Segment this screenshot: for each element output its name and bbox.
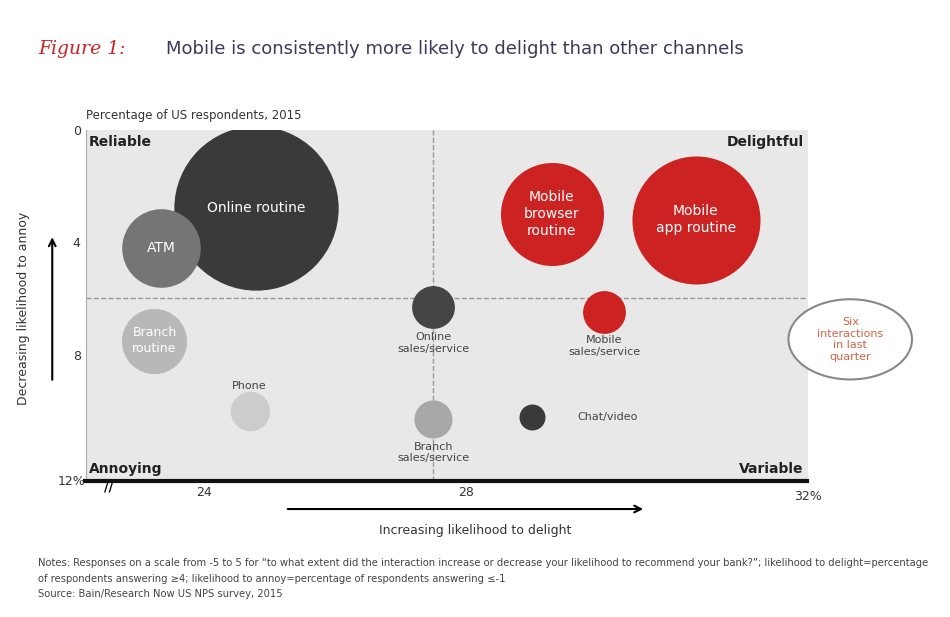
Text: Mobile is consistently more likely to delight than other channels: Mobile is consistently more likely to de… [166, 40, 744, 58]
Text: Online routine: Online routine [207, 201, 305, 215]
Text: 12%: 12% [58, 474, 86, 488]
Point [426, 415, 441, 424]
Text: of respondents answering ≥4; likelihood to annoy=percentage of respondents answe: of respondents answering ≥4; likelihood … [38, 574, 505, 584]
Text: Source: Bain/Research Now US NPS survey, 2015: Source: Bain/Research Now US NPS survey,… [38, 589, 283, 599]
Text: Mobile
browser
routine: Mobile browser routine [523, 189, 580, 238]
Point [426, 302, 441, 312]
Point [524, 412, 540, 421]
Text: Branch
sales/service: Branch sales/service [397, 442, 469, 463]
Text: Notes: Responses on a scale from -5 to 5 for “to what extent did the interaction: Notes: Responses on a scale from -5 to 5… [38, 558, 928, 568]
Text: Chat/video: Chat/video [578, 412, 638, 421]
Text: Mobile
sales/service: Mobile sales/service [568, 335, 640, 357]
Text: Decreasing likelihood to annoy: Decreasing likelihood to annoy [17, 212, 30, 405]
Text: Delightful: Delightful [727, 135, 804, 149]
Point [147, 336, 162, 346]
Text: ATM: ATM [146, 241, 176, 255]
Text: Reliable: Reliable [89, 135, 152, 149]
Text: Online
sales/service: Online sales/service [397, 332, 469, 354]
Point [249, 204, 264, 213]
Point [544, 209, 560, 219]
Text: Figure 1:: Figure 1: [38, 40, 125, 58]
Point [689, 215, 704, 225]
Text: Annoying: Annoying [89, 462, 162, 476]
Text: Branch
routine: Branch routine [132, 326, 177, 355]
Text: 32%: 32% [793, 490, 822, 503]
Text: Phone: Phone [233, 381, 267, 391]
Text: Increasing likelihood to delight: Increasing likelihood to delight [379, 524, 571, 537]
Text: Variable: Variable [739, 462, 804, 476]
Text: //: // [104, 481, 113, 494]
Point [153, 243, 168, 253]
Text: Mobile
app routine: Mobile app routine [656, 204, 736, 235]
Text: Percentage of US respondents, 2015: Percentage of US respondents, 2015 [86, 109, 301, 122]
Point [597, 307, 612, 317]
Point [242, 406, 257, 416]
Text: Six
interactions
in last
quarter: Six interactions in last quarter [817, 317, 884, 362]
